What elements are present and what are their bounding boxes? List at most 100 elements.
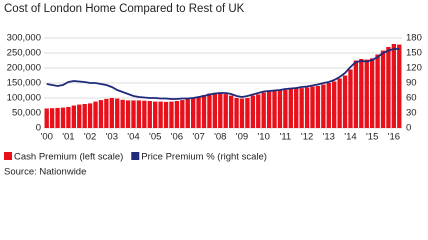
y2-tick-label: 180	[406, 33, 422, 44]
bar	[266, 91, 272, 128]
bar	[375, 54, 380, 128]
line	[46, 48, 400, 100]
x-tick-label: '02	[84, 132, 96, 143]
bar	[353, 60, 359, 128]
bar	[228, 95, 234, 128]
bar	[261, 92, 266, 128]
bar	[294, 88, 299, 128]
bar	[272, 90, 277, 128]
bar	[391, 44, 397, 128]
bar	[82, 104, 87, 128]
bar	[158, 101, 163, 128]
bar	[380, 50, 386, 128]
legend-label: Price Premium % (right scale)	[141, 152, 267, 163]
bar	[283, 89, 288, 128]
bar	[163, 101, 169, 128]
bar	[71, 105, 77, 128]
y2-tick-label: 60	[406, 93, 417, 104]
bar	[277, 90, 283, 128]
legend-label: Cash Premium (left scale)	[14, 152, 123, 163]
bar	[55, 107, 60, 128]
y-tick-label: 200,000	[7, 63, 41, 74]
bar	[342, 75, 348, 128]
bar	[364, 59, 369, 128]
y-tick-label: 150,000	[7, 78, 41, 89]
bar	[288, 89, 293, 128]
bar	[315, 86, 321, 128]
bar	[185, 98, 190, 128]
bar	[369, 58, 375, 128]
x-tick-label: '04	[127, 132, 139, 143]
bar	[147, 101, 152, 128]
bar	[207, 93, 212, 128]
bar	[44, 108, 49, 128]
bar	[223, 94, 228, 128]
x-tick-label: '13	[323, 132, 335, 143]
bar	[174, 101, 180, 128]
x-tick-label: '05	[149, 132, 161, 143]
y2-tick-label: 90	[406, 78, 417, 89]
source: Source: Nationwide	[4, 167, 86, 178]
bar	[359, 59, 364, 128]
bar	[115, 98, 120, 128]
bar	[77, 104, 82, 128]
bar	[190, 98, 196, 128]
chart: Cost of London Home Compared to Rest of …	[4, 3, 422, 178]
x-tick-label: '01	[62, 132, 74, 143]
bar	[386, 47, 391, 128]
x-tick-label: '08	[214, 132, 226, 143]
x-tick-label: '10	[257, 132, 269, 143]
bar	[98, 100, 104, 128]
bar	[397, 44, 402, 128]
y-tick-label: 100,000	[7, 93, 41, 104]
bar	[109, 98, 114, 128]
legend-swatch	[4, 152, 12, 160]
bar	[49, 108, 55, 128]
bar	[169, 101, 174, 128]
y-tick-label: 300,000	[7, 33, 41, 44]
x-tick-label: '12	[301, 132, 313, 143]
bar	[153, 101, 158, 128]
x-tick-label: '06	[171, 132, 183, 143]
bar	[348, 69, 353, 128]
x-tick-label: '09	[236, 132, 248, 143]
legend-swatch	[131, 152, 140, 160]
bar	[250, 95, 256, 128]
y2-tick-label: 120	[406, 63, 422, 74]
x-tick-label: '11	[280, 132, 292, 143]
y2-tick-label: 0	[406, 123, 411, 134]
chart-title: Cost of London Home Compared to Rest of …	[4, 3, 245, 15]
x-tick-label: '07	[192, 132, 204, 143]
bar	[196, 96, 201, 128]
bar	[180, 100, 185, 128]
x-tick-label: '03	[106, 132, 118, 143]
y-tick-label: 50,000	[12, 108, 41, 119]
bar	[93, 101, 98, 128]
x-tick-label: '15	[366, 132, 378, 143]
x-tick-label: '00	[41, 132, 53, 143]
bar	[131, 100, 136, 128]
bar	[321, 84, 326, 128]
bar	[201, 95, 207, 128]
bar	[326, 83, 331, 128]
bar	[299, 88, 304, 128]
bar	[120, 99, 125, 128]
bar	[234, 98, 239, 128]
x-tick-label: '14	[344, 132, 356, 143]
y-tick-label: 0	[36, 123, 41, 134]
bar	[256, 94, 261, 128]
bar	[104, 98, 109, 128]
bar	[142, 100, 147, 128]
bar	[245, 98, 250, 128]
bar	[66, 107, 71, 128]
x-tick-label: '16	[388, 132, 400, 143]
bar	[136, 100, 142, 128]
bar	[332, 81, 337, 128]
bar	[239, 98, 245, 128]
bar	[60, 107, 66, 128]
y2-tick-label: 30	[406, 108, 417, 119]
bar	[310, 86, 315, 128]
bar	[212, 92, 218, 128]
y2-tick-label: 150	[406, 48, 422, 59]
bar	[125, 100, 131, 128]
